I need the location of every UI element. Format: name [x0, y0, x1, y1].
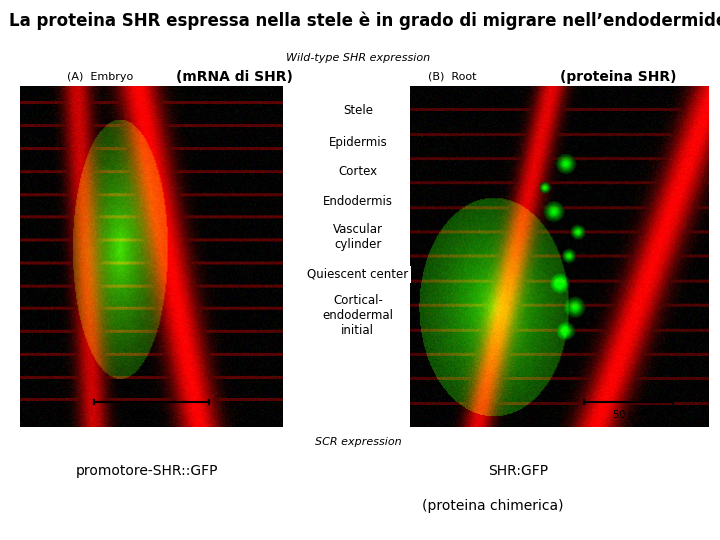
Text: (proteina SHR): (proteina SHR)	[560, 70, 677, 84]
Text: Endodermis: Endodermis	[323, 195, 393, 208]
Text: Quiescent center: Quiescent center	[307, 268, 408, 281]
Text: promotore-SHR::GFP: promotore-SHR::GFP	[76, 464, 218, 478]
Text: SHR:GFP: SHR:GFP	[488, 464, 549, 478]
Text: Stele: Stele	[343, 104, 373, 117]
Text: Wild-type SHR expression: Wild-type SHR expression	[286, 53, 430, 63]
Text: La proteina SHR espressa nella stele è in grado di migrare nell’endodermide: La proteina SHR espressa nella stele è i…	[9, 12, 720, 30]
Text: Vascular
cylinder: Vascular cylinder	[333, 222, 383, 251]
Text: Cortical-
endodermal
initial: Cortical- endodermal initial	[323, 294, 393, 338]
Text: 50 μm: 50 μm	[613, 410, 644, 420]
Text: (proteina chimerica): (proteina chimerica)	[423, 499, 564, 513]
Text: (mRNA di SHR): (mRNA di SHR)	[176, 70, 293, 84]
Text: (B)  Root: (B) Root	[428, 72, 477, 82]
Text: (A)  Embryo: (A) Embryo	[67, 72, 133, 82]
Text: Epidermis: Epidermis	[328, 136, 387, 148]
Text: SCR expression: SCR expression	[315, 437, 401, 447]
Text: Cortex: Cortex	[338, 165, 377, 178]
Text: 50 μm: 50 μm	[136, 410, 167, 420]
